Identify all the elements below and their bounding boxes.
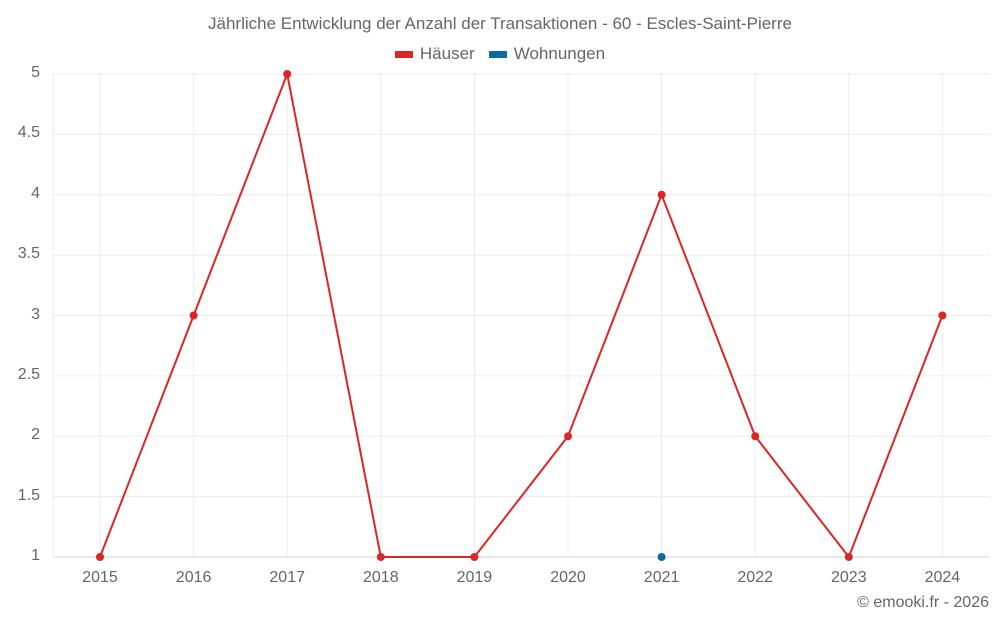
data-point[interactable] <box>844 553 853 561</box>
y-tick-label: 3.5 <box>17 245 40 263</box>
x-tick-label: 2020 <box>550 569 586 586</box>
x-tick-label: 2023 <box>831 569 867 586</box>
y-tick-label: 1.5 <box>17 486 40 504</box>
copyright-credit: © emooki.fr - 2026 <box>857 594 989 611</box>
x-tick-label: 2022 <box>737 569 773 586</box>
data-point[interactable] <box>751 432 760 441</box>
series-line-häuser <box>99 70 944 560</box>
y-tick-label: 4.5 <box>17 124 40 142</box>
data-point[interactable] <box>938 311 947 320</box>
y-tick-label: 2.5 <box>17 365 40 383</box>
x-tick-label: 2018 <box>363 569 399 586</box>
legend-item-wohnungen[interactable]: Wohnungen <box>488 44 606 64</box>
data-point[interactable] <box>189 311 198 320</box>
legend-item-haeuser[interactable]: Häuser <box>394 44 475 64</box>
data-point[interactable] <box>564 432 572 441</box>
y-tick-label: 4 <box>31 184 40 202</box>
data-point[interactable] <box>96 553 104 561</box>
legend-label-haeuser: Häuser <box>419 44 475 63</box>
x-tick-label: 2021 <box>643 569 680 586</box>
legend-label-wohnungen: Wohnungen <box>513 44 606 63</box>
legend-swatch-haeuser <box>394 50 413 58</box>
data-point[interactable] <box>470 553 479 561</box>
y-tick-label: 2 <box>31 426 40 444</box>
data-point[interactable] <box>376 553 385 561</box>
x-tick-label: 2019 <box>456 569 493 586</box>
series-layer <box>96 70 947 561</box>
x-tick-label: 2016 <box>175 569 212 586</box>
data-point[interactable] <box>283 70 292 78</box>
legend-swatch-wohnungen <box>488 50 507 58</box>
gridlines <box>52 73 990 558</box>
y-tick-label: 5 <box>31 64 40 81</box>
x-tick-label: 2015 <box>82 569 118 586</box>
data-point[interactable] <box>657 553 666 561</box>
chart-title: Jährliche Entwicklung der Anzahl der Tra… <box>208 14 792 33</box>
y-tick-label: 3 <box>31 305 40 323</box>
x-tick-label: 2024 <box>924 569 961 586</box>
data-point[interactable] <box>657 190 666 199</box>
y-tick-label: 1 <box>31 547 40 564</box>
chart-legend: Häuser Wohnungen <box>0 44 1000 64</box>
x-tick-label: 2017 <box>269 569 305 586</box>
